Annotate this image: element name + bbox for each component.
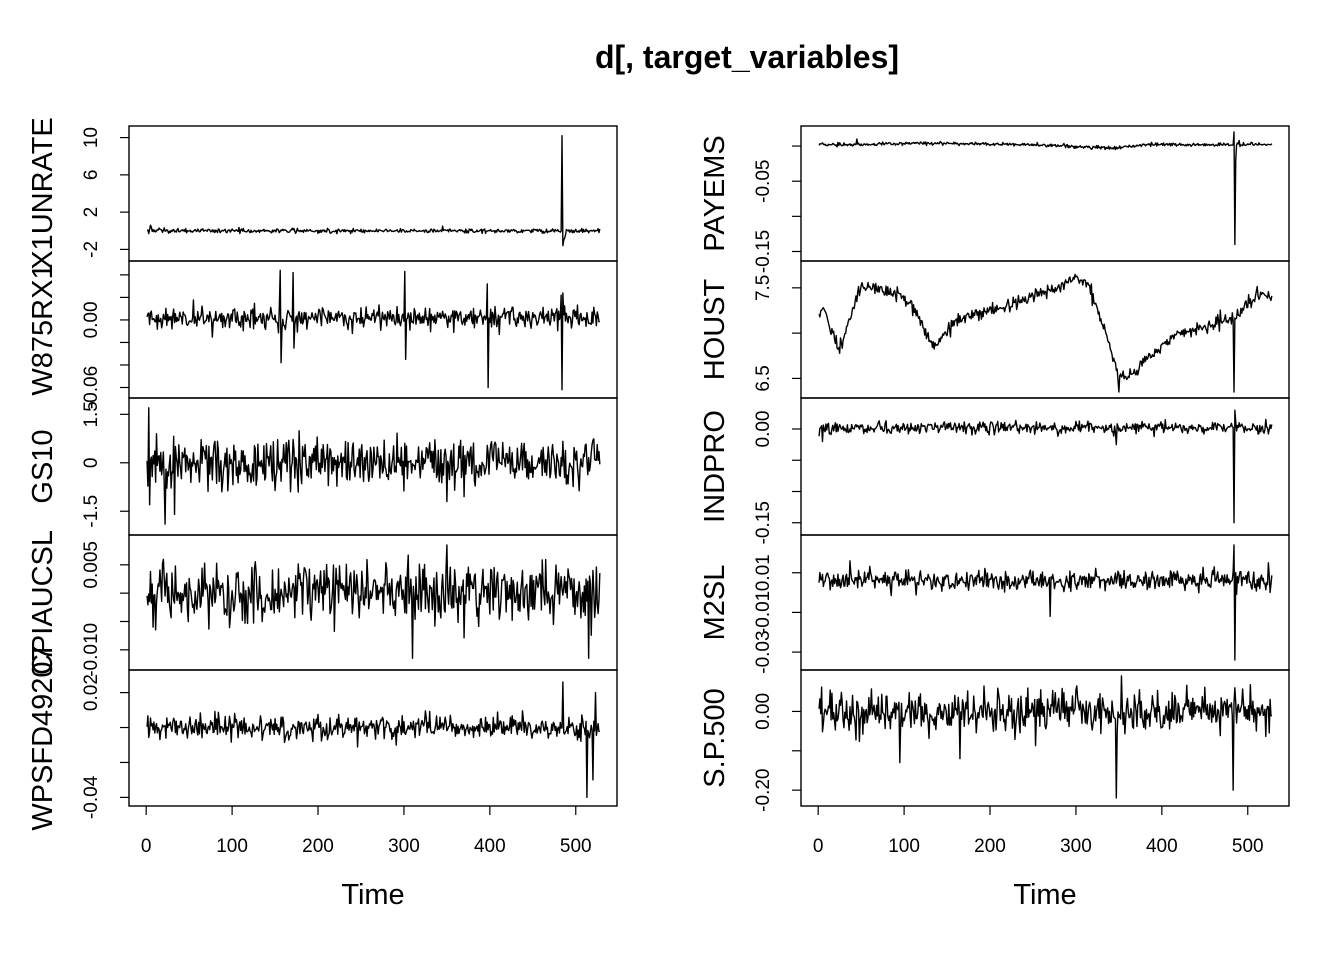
series-line-s-p-500 [818, 675, 1273, 799]
x-tick-label: 500 [1232, 836, 1264, 857]
y-axis-label: W875RX1 [27, 263, 59, 395]
y-tick-label: -2 [81, 241, 102, 258]
panel-indpro: -0.15 0.00 INDPRO [699, 397, 1290, 544]
panel-gs10: -1.5 0 1.5 GS10 [27, 397, 618, 536]
panel-payems: -0.15 -0.05 PAYEMS [699, 125, 1290, 273]
y-tick-label: 6 [81, 170, 102, 181]
panel-frame [800, 534, 1290, 671]
y-axis-label: CPIAUCSL [27, 530, 59, 675]
y-tick-label: -0.05 [753, 160, 774, 203]
y-tick-label: -0.20 [753, 769, 774, 812]
y-axis-label: S.P.500 [699, 688, 731, 787]
y-tick-label: -0.15 [753, 230, 774, 273]
y-tick-label: 0 [81, 457, 102, 468]
x-axis-label: Time [1013, 879, 1076, 911]
x-tick-label: 300 [1060, 836, 1092, 857]
y-tick-label: 0.00 [753, 411, 774, 448]
x-tick-label: 100 [216, 836, 248, 857]
y-axis-label: HOUST [699, 278, 731, 380]
x-tick-label: 500 [560, 836, 592, 857]
y-axis-label: M2SL [699, 565, 731, 641]
x-tick-label: 400 [1146, 836, 1178, 857]
y-tick-label: 0.005 [81, 541, 102, 589]
series-line-houst [818, 273, 1273, 393]
series-line-wpsfd49207 [146, 681, 601, 799]
x-tick-label: 0 [141, 836, 152, 857]
y-tick-label: -1.5 [81, 495, 102, 528]
panel-frame [128, 125, 618, 262]
panel-x1unrate: -2 2 6 10 X1UNRATE [27, 117, 618, 270]
y-axis-label: X1UNRATE [27, 117, 59, 270]
panel-frame [128, 669, 618, 807]
y-tick-label: 10 [81, 127, 102, 148]
x-axis-2: 0 100 200 300 400 500 Time [813, 806, 1264, 911]
x-tick-label: 0 [813, 836, 824, 857]
y-axis-label: PAYEMS [699, 135, 731, 252]
series-line-payems [818, 131, 1273, 246]
y-tick-label: 0.00 [81, 301, 102, 338]
y-axis-label: INDPRO [699, 410, 731, 523]
x-tick-label: 100 [888, 836, 920, 857]
panel-frame [800, 260, 1290, 399]
y-tick-label: 0.01 [753, 554, 774, 591]
x-tick-label: 400 [474, 836, 506, 857]
series-line-indpro [818, 409, 1273, 524]
series-line-x1unrate [146, 135, 601, 247]
y-tick-label: 0.02 [81, 674, 102, 711]
chart-title: d[, target_variables] [595, 39, 899, 75]
panel-frame [128, 260, 618, 399]
x-tick-label: 300 [388, 836, 420, 857]
series-line-cpiaucsl [146, 544, 601, 660]
y-tick-label: -0.06 [81, 366, 102, 409]
y-axis-label: GS10 [27, 429, 59, 503]
y-axis-label: WPSFD49207 [27, 645, 59, 830]
y-tick-label: -0.01 [753, 591, 774, 634]
x-tick-label: 200 [974, 836, 1006, 857]
panel-houst: 6.5 7.5 HOUST [699, 260, 1290, 399]
panel-s-p-500: -0.20 0.00 S.P.500 [699, 669, 1290, 812]
panel-wpsfd49207: -0.04 0.02 WPSFD49207 [27, 645, 618, 831]
y-tick-label: 7.5 [753, 275, 774, 301]
y-tick-label: 2 [81, 207, 102, 218]
x-axis-label: Time [341, 879, 404, 911]
y-tick-label: -0.04 [81, 775, 102, 819]
panel-w875rx1: -0.06 0.00 W875RX1 [27, 260, 618, 409]
y-tick-label: -0.15 [753, 501, 774, 544]
series-line-gs10 [146, 407, 601, 525]
y-tick-label: 1.5 [81, 401, 102, 427]
panel-cpiaucsl: -0.010 0.005 CPIAUCSL [27, 530, 618, 677]
panel-m2sl: -0.03-0.010.01 M2SL [699, 534, 1290, 674]
y-tick-label: 6.5 [753, 365, 774, 391]
plot-area: -2 2 6 10 X1UNRATE -0.06 0.00 W875RX1 -1.5 0 1.5 GS… [27, 117, 1290, 911]
panel-frame [800, 669, 1290, 807]
panel-frame [128, 534, 618, 671]
y-tick-label: 0.00 [753, 693, 774, 730]
y-tick-label: -0.03 [753, 630, 774, 673]
panel-frame [800, 397, 1290, 536]
series-line-m2sl [818, 544, 1273, 661]
x-axis-1: 0 100 200 300 400 500 Time [141, 806, 592, 911]
series-line-w875rx1 [146, 269, 601, 391]
x-tick-label: 200 [302, 836, 334, 857]
y-tick-label: -0.010 [81, 623, 102, 677]
